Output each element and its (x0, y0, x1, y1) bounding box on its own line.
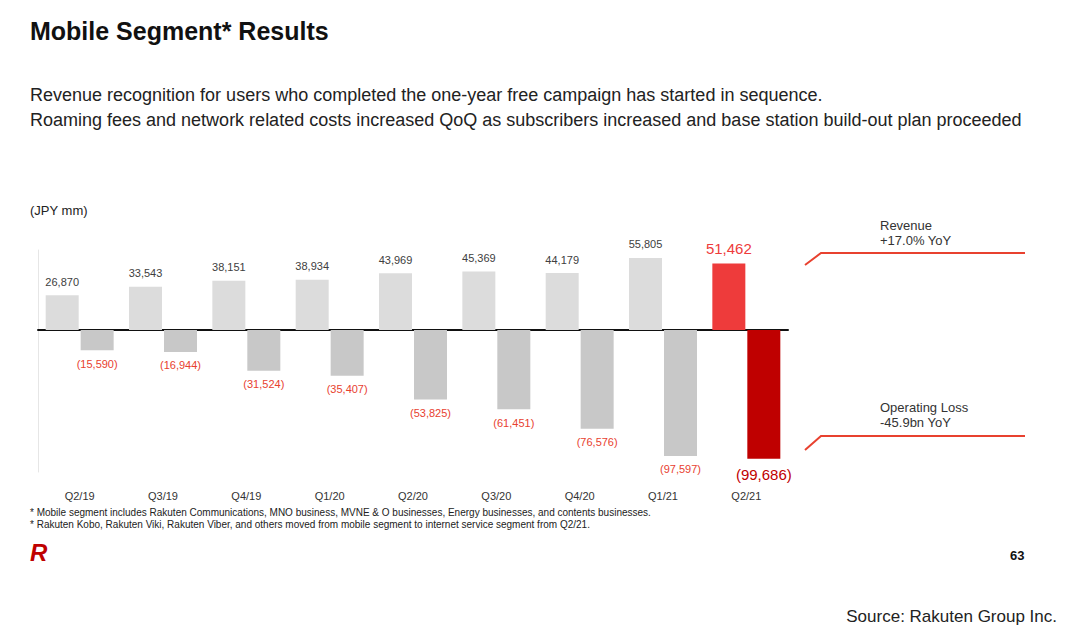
svg-text:38,151: 38,151 (212, 261, 246, 273)
svg-text:Q3/19: Q3/19 (148, 490, 178, 502)
svg-text:26,870: 26,870 (45, 276, 79, 288)
svg-text:Source: Rakuten Group Inc.: Source: Rakuten Group Inc. (846, 607, 1057, 626)
svg-text:(99,686): (99,686) (736, 466, 792, 483)
svg-text:R: R (30, 539, 48, 566)
svg-text:Q2/20: Q2/20 (398, 490, 428, 502)
svg-text:+17.0% YoY: +17.0% YoY (880, 233, 952, 248)
svg-text:Q1/21: Q1/21 (648, 490, 678, 502)
svg-text:(61,451): (61,451) (493, 417, 534, 429)
svg-text:55,805: 55,805 (629, 238, 663, 250)
svg-text:(15,590): (15,590) (77, 358, 118, 370)
svg-text:Q2/19: Q2/19 (65, 490, 95, 502)
svg-text:Revenue: Revenue (880, 218, 932, 233)
svg-text:(53,825): (53,825) (410, 407, 451, 419)
svg-text:Roaming fees and network relat: Roaming fees and network related costs i… (30, 110, 1022, 130)
svg-text:44,179: 44,179 (545, 254, 579, 266)
svg-text:Q4/20: Q4/20 (565, 490, 595, 502)
svg-text:(JPY mm): (JPY mm) (30, 203, 88, 218)
svg-text:Mobile Segment* Results: Mobile Segment* Results (30, 17, 329, 45)
svg-text:Q4/19: Q4/19 (231, 490, 261, 502)
svg-text:* Mobile segment includes Raku: * Mobile segment includes Rakuten Commun… (30, 507, 651, 518)
svg-text:43,969: 43,969 (379, 254, 413, 266)
svg-text:Operating Loss: Operating Loss (880, 400, 969, 415)
svg-text:(97,597): (97,597) (660, 463, 701, 475)
svg-text:* Rakuten Kobo, Rakuten Viki,: * Rakuten Kobo, Rakuten Viki, Rakuten Vi… (30, 519, 590, 530)
svg-text:45,369: 45,369 (462, 252, 496, 264)
svg-text:Q2/21: Q2/21 (731, 490, 761, 502)
svg-text:Q1/20: Q1/20 (315, 490, 345, 502)
svg-text:(31,524): (31,524) (243, 378, 284, 390)
svg-text:Revenue recognition for users: Revenue recognition for users who comple… (30, 85, 822, 105)
svg-text:(35,407): (35,407) (327, 383, 368, 395)
svg-text:-45.9bn YoY: -45.9bn YoY (880, 415, 951, 430)
svg-text:(16,944): (16,944) (160, 359, 201, 371)
svg-text:33,543: 33,543 (129, 267, 163, 279)
svg-text:38,934: 38,934 (295, 260, 329, 272)
svg-text:51,462: 51,462 (706, 240, 752, 257)
svg-text:(76,576): (76,576) (577, 436, 618, 448)
svg-text:63: 63 (1010, 548, 1024, 563)
svg-text:Q3/20: Q3/20 (481, 490, 511, 502)
